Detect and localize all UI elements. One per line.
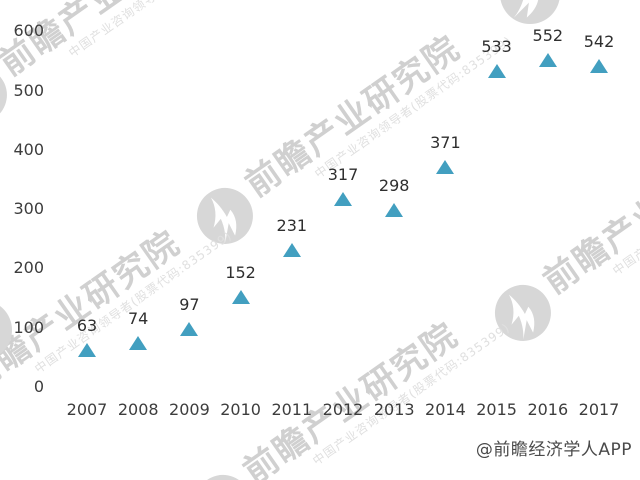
- x-axis-tick-label: 2017: [578, 400, 620, 419]
- x-axis-tick-label: 2009: [169, 400, 210, 419]
- data-point-marker: [180, 322, 199, 337]
- data-point-label: 552: [532, 25, 564, 45]
- x-axis-tick-label: 2012: [322, 400, 364, 419]
- y-axis-tick-label: 300: [13, 199, 44, 219]
- y-axis-tick-label: 100: [13, 317, 44, 337]
- data-point-label: 542: [583, 31, 615, 51]
- y-axis-tick-label: 200: [13, 258, 44, 278]
- data-point-marker: [487, 63, 506, 78]
- data-point-marker: [78, 342, 96, 357]
- data-point-label: 371: [430, 132, 461, 152]
- x-axis-tick-label: 2015: [476, 400, 517, 419]
- data-point-marker: [385, 203, 404, 218]
- data-point-marker: [129, 336, 148, 351]
- x-axis-tick-label: 2013: [373, 400, 415, 419]
- x-axis-tick-label: 2014: [425, 400, 466, 419]
- x-axis-tick-label: 2011: [271, 400, 313, 419]
- data-point-marker: [231, 289, 250, 304]
- x-axis-tick-label: 2016: [527, 400, 569, 419]
- y-axis-tick-label: 600: [13, 21, 44, 41]
- data-point-label: 298: [378, 176, 410, 196]
- y-axis-tick-label: 0: [33, 377, 44, 396]
- x-axis-tick-label: 2008: [117, 400, 159, 419]
- data-point-label: 152: [225, 262, 256, 282]
- data-point-label: 533: [481, 36, 512, 56]
- data-point-label: 63: [76, 315, 98, 335]
- x-axis-tick-label: 2010: [220, 400, 261, 419]
- data-point-label: 97: [179, 295, 200, 315]
- data-point-label: 231: [276, 216, 308, 236]
- data-point-marker: [538, 52, 557, 67]
- attribution-text: @前瞻经济学人APP: [475, 440, 632, 460]
- data-point-label: 317: [327, 165, 359, 185]
- x-axis-tick-label: 2007: [66, 400, 108, 419]
- data-point-marker: [590, 58, 608, 73]
- data-point-marker: [282, 243, 301, 258]
- y-axis-tick-label: 400: [13, 139, 44, 159]
- data-point-marker: [436, 159, 455, 174]
- data-point-label: 74: [128, 309, 149, 329]
- data-point-marker: [334, 192, 352, 207]
- y-axis-tick-label: 500: [13, 80, 44, 100]
